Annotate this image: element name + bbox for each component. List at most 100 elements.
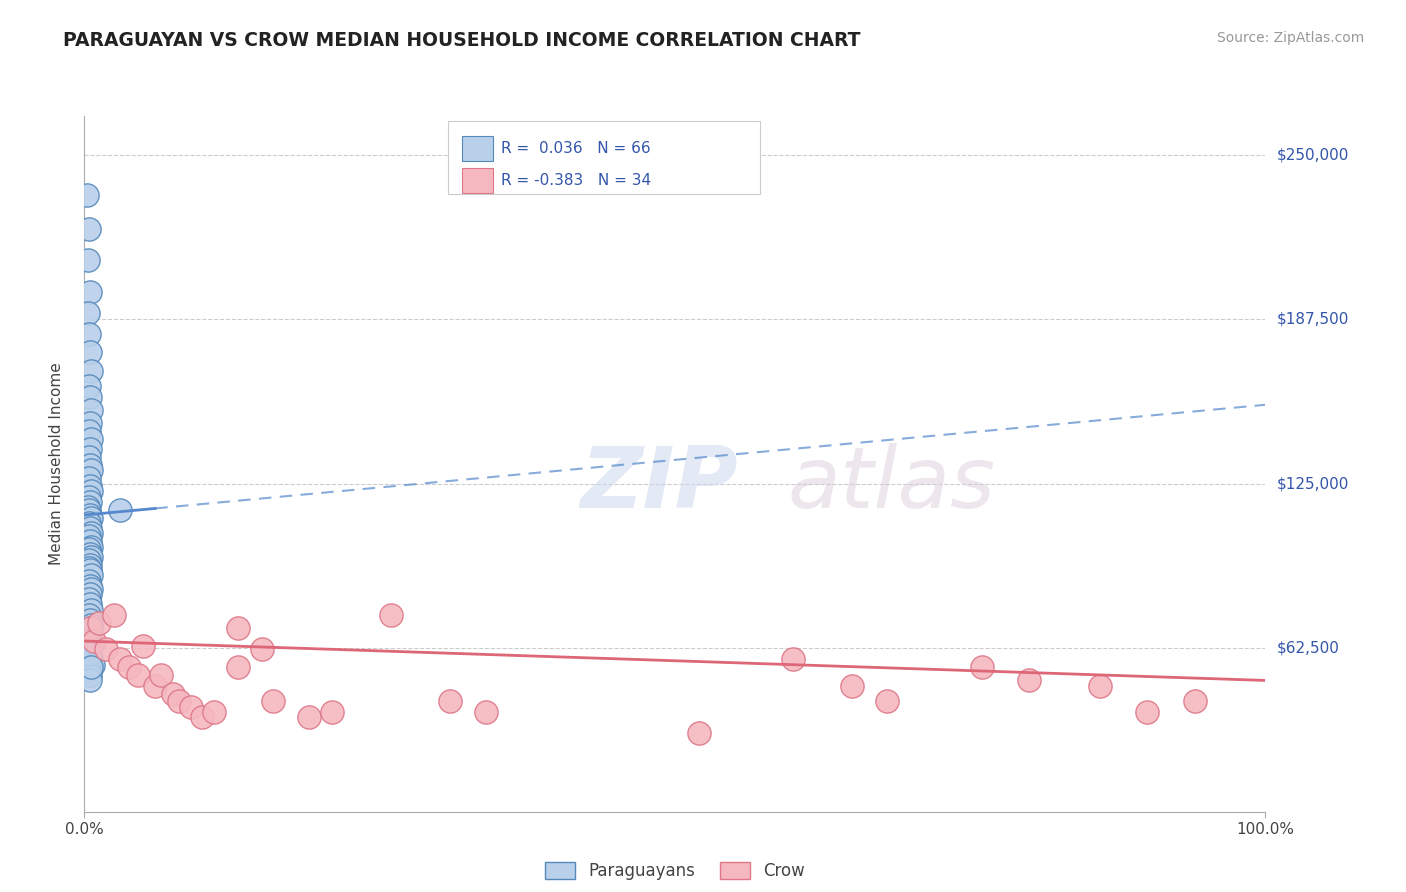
Point: [79, 597, 101, 611]
Point: [970, 660, 993, 674]
Point: [79, 548, 101, 562]
Point: [79, 442, 101, 457]
Point: [80, 634, 103, 648]
Point: [79, 621, 101, 635]
Point: [475, 705, 498, 719]
Point: [77, 222, 100, 236]
Point: [439, 694, 461, 708]
Point: [79, 416, 101, 430]
Text: PARAGUAYAN VS CROW MEDIAN HOUSEHOLD INCOME CORRELATION CHART: PARAGUAYAN VS CROW MEDIAN HOUSEHOLD INCO…: [63, 31, 860, 50]
Point: [180, 699, 202, 714]
Point: [80, 660, 103, 674]
Point: [298, 710, 321, 724]
Point: [202, 705, 225, 719]
Point: [80, 568, 103, 582]
Text: $125,000: $125,000: [1277, 476, 1348, 491]
Point: [77, 634, 100, 648]
Point: [77, 500, 100, 515]
Text: $250,000: $250,000: [1277, 148, 1348, 163]
Point: [77, 503, 100, 517]
Point: [1018, 673, 1040, 688]
Point: [77, 450, 100, 465]
Point: [77, 663, 100, 677]
Point: [77, 529, 100, 543]
Point: [108, 503, 131, 517]
Point: [79, 508, 101, 522]
Point: [80, 602, 103, 616]
Point: [76, 187, 98, 202]
Point: [94, 642, 117, 657]
Point: [80, 526, 103, 541]
Point: [79, 495, 101, 509]
Point: [80, 652, 103, 666]
Point: [191, 710, 214, 724]
Point: [782, 652, 804, 666]
Point: [79, 668, 101, 682]
Point: [77, 607, 100, 622]
Point: [380, 607, 402, 622]
Point: [79, 558, 101, 572]
Point: [688, 726, 710, 740]
Point: [841, 679, 863, 693]
Point: [79, 521, 101, 535]
Point: [77, 560, 100, 574]
Point: [79, 673, 101, 688]
Text: ZIP: ZIP: [581, 443, 738, 526]
Point: [79, 479, 101, 493]
Point: [80, 432, 103, 446]
Point: [79, 458, 101, 472]
Point: [80, 621, 103, 635]
Point: [80, 484, 103, 499]
Point: [79, 613, 101, 627]
Point: [80, 540, 103, 554]
Text: Source: ZipAtlas.com: Source: ZipAtlas.com: [1216, 31, 1364, 45]
Point: [118, 660, 141, 674]
Point: [77, 574, 100, 588]
Point: [80, 582, 103, 596]
Point: [77, 253, 100, 268]
Point: [80, 463, 103, 477]
Point: [79, 390, 101, 404]
Text: R =  0.036   N = 66: R = 0.036 N = 66: [501, 141, 651, 156]
Y-axis label: Median Household Income: Median Household Income: [49, 362, 63, 566]
Point: [77, 542, 100, 557]
Point: [77, 516, 100, 530]
Point: [250, 642, 273, 657]
Point: [80, 618, 103, 632]
Point: [876, 694, 898, 708]
Point: [150, 668, 173, 682]
Point: [79, 285, 101, 299]
Point: [77, 624, 100, 638]
Point: [167, 694, 190, 708]
Point: [77, 592, 100, 607]
Text: $187,500: $187,500: [1277, 312, 1348, 327]
Text: atlas: atlas: [787, 443, 995, 526]
Point: [103, 607, 125, 622]
Point: [77, 640, 100, 654]
Point: [79, 563, 101, 577]
Point: [79, 647, 101, 661]
Point: [77, 471, 100, 485]
Point: [79, 587, 101, 601]
Point: [82, 657, 104, 672]
Point: [77, 306, 100, 320]
Point: [77, 490, 100, 504]
Point: [143, 679, 166, 693]
Point: [1088, 679, 1111, 693]
Point: [80, 364, 103, 378]
Point: [77, 552, 100, 566]
Point: [79, 345, 101, 359]
Point: [80, 403, 103, 417]
Point: [79, 579, 101, 593]
Point: [1184, 694, 1206, 708]
Text: $62,500: $62,500: [1277, 640, 1340, 655]
Point: [79, 647, 101, 661]
Point: [77, 424, 100, 438]
Point: [226, 621, 249, 635]
Point: [127, 668, 149, 682]
Point: [80, 510, 103, 524]
Point: [226, 660, 249, 674]
Point: [80, 549, 103, 564]
Point: [162, 687, 184, 701]
Point: [83, 634, 105, 648]
